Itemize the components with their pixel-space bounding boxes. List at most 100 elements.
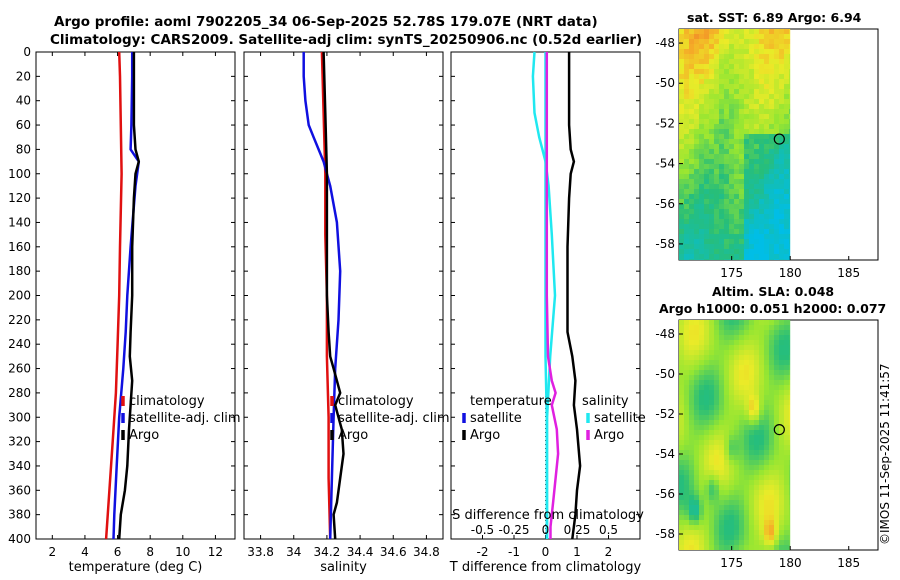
sst_map-cell xyxy=(784,124,789,129)
sla_map-cell xyxy=(739,340,744,345)
sla_map-cell xyxy=(779,470,784,475)
sla_map-cell xyxy=(754,375,759,380)
sla_map-ytick-label: -52 xyxy=(655,407,675,421)
sst_map-cell xyxy=(754,54,759,59)
sla_map-cell xyxy=(699,395,704,400)
sla_map-cell xyxy=(689,480,694,485)
sst_map-cell xyxy=(694,229,699,234)
sst_map-cell xyxy=(694,154,699,159)
sla_map-cell xyxy=(714,475,719,480)
sst_map-cell xyxy=(689,169,694,174)
sst_map-cell xyxy=(749,144,754,149)
sla_map-cell xyxy=(694,500,699,505)
sla_map-cell xyxy=(704,395,709,400)
sst_map-cell xyxy=(679,29,684,34)
sla_map-cell xyxy=(754,370,759,375)
sla_map-cell xyxy=(774,390,779,395)
difference-series-3 xyxy=(545,52,560,539)
sla_map-cell xyxy=(714,410,719,415)
sla_map-cell xyxy=(764,430,769,435)
sla_map-cell xyxy=(764,465,769,470)
sla_map-cell xyxy=(759,480,764,485)
sst_map-cell xyxy=(719,164,724,169)
sla_map-cell xyxy=(709,325,714,330)
sla_map-cell xyxy=(719,405,724,410)
sst_map-cell xyxy=(699,94,704,99)
sla_map-cell xyxy=(754,475,759,480)
sla_map-cell xyxy=(754,505,759,510)
sla_map-cell xyxy=(694,510,699,515)
sla_map-cell xyxy=(684,340,689,345)
sst_map-cell xyxy=(714,64,719,69)
sla_map-cell xyxy=(729,500,734,505)
sst_map-cell xyxy=(689,134,694,139)
sst_map-cell xyxy=(754,134,759,139)
sst_map-cell xyxy=(779,219,784,224)
sst_map-cell xyxy=(699,229,704,234)
sla_map-cell xyxy=(704,415,709,420)
sla_map-cell xyxy=(709,545,714,550)
sst_map-cell xyxy=(729,74,734,79)
sst_map-cell xyxy=(744,114,749,119)
sst_map-cell xyxy=(729,209,734,214)
sst_map-cell xyxy=(744,224,749,229)
sst_map-cell xyxy=(679,64,684,69)
sst_map-cell xyxy=(704,224,709,229)
sst_map-cell xyxy=(749,94,754,99)
sla_map-cell xyxy=(719,520,724,525)
sla_map-cell xyxy=(684,510,689,515)
sst_map-cell xyxy=(739,209,744,214)
sla_map-cell xyxy=(779,345,784,350)
difference-top-tick-label: -0.5 xyxy=(471,523,494,537)
sla_map-cell xyxy=(739,365,744,370)
sla_map-cell xyxy=(704,370,709,375)
sla_map-cell xyxy=(774,495,779,500)
sla_map-cell xyxy=(784,460,789,465)
sst_map-xtick-label: 180 xyxy=(779,266,802,280)
sla_map-cell xyxy=(709,530,714,535)
sst_map-cell xyxy=(754,219,759,224)
sla_map-cell xyxy=(769,500,774,505)
sst_map-cell xyxy=(684,164,689,169)
sst_map-cell xyxy=(724,44,729,49)
sla_map-cell xyxy=(684,420,689,425)
sla_map-cell xyxy=(709,535,714,540)
sla_map-cell xyxy=(694,505,699,510)
sla_map-cell xyxy=(774,410,779,415)
sla_map-cell xyxy=(774,380,779,385)
sst_map-cell xyxy=(714,249,719,254)
sla_map-cell xyxy=(714,520,719,525)
difference-legend-sal-argo-label: Argo xyxy=(594,428,624,443)
sst_map-cell xyxy=(694,109,699,114)
sla_map-cell xyxy=(769,425,774,430)
sst_map-cell xyxy=(699,219,704,224)
sla_map-cell xyxy=(759,530,764,535)
sla_map-cell xyxy=(764,435,769,440)
sla_map-cell xyxy=(749,420,754,425)
sst_map-cell xyxy=(739,254,744,259)
sst_map-cell xyxy=(729,239,734,244)
sst_map-cell xyxy=(759,254,764,259)
sst_map-cell xyxy=(689,74,694,79)
sst_map-cell xyxy=(689,124,694,129)
sla_map-cell xyxy=(749,340,754,345)
sst_map-cell xyxy=(769,119,774,124)
sla_map-cell xyxy=(694,340,699,345)
sla_map-cell xyxy=(714,420,719,425)
sla_map-cell xyxy=(729,445,734,450)
sla_map-cell xyxy=(779,375,784,380)
difference-series-1 xyxy=(566,52,582,540)
sst_map-cell xyxy=(744,189,749,194)
sla_map-cell xyxy=(749,535,754,540)
sla_map-cell xyxy=(714,505,719,510)
sla_map-cell xyxy=(779,495,784,500)
sla_map-cell xyxy=(689,535,694,540)
sla_map-cell xyxy=(709,465,714,470)
sst_map-cell xyxy=(729,249,734,254)
sst_map-cell xyxy=(714,194,719,199)
sst_map-cell xyxy=(704,44,709,49)
sst_map-cell xyxy=(764,219,769,224)
sla_map-cell xyxy=(749,485,754,490)
sla_map-cell xyxy=(689,545,694,550)
sst_map-cell xyxy=(719,74,724,79)
